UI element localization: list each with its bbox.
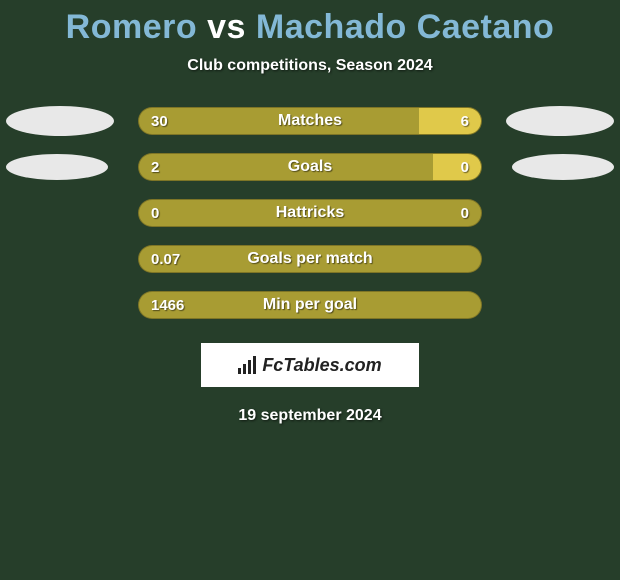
chart-icon [238, 356, 256, 374]
player1-name: Romero [66, 8, 197, 46]
player2-marker [512, 154, 614, 180]
stat-row: 0 Hattricks 0 [0, 199, 620, 227]
stat-label: Min per goal [139, 296, 481, 314]
stat-bar-matches: 30 Matches 6 [138, 107, 482, 135]
stat-bar-mpg: 1466 Min per goal [138, 291, 482, 319]
stats-container: 30 Matches 6 2 Goals 0 0 Hattricks 0 0.0… [0, 107, 620, 319]
date-text: 19 september 2024 [0, 407, 620, 425]
player2-marker [506, 106, 614, 136]
page-title: Romero vs Machado Caetano [0, 0, 620, 47]
branding-badge: FcTables.com [201, 343, 419, 387]
stat-label: Goals [139, 158, 481, 176]
player2-name: Machado Caetano [256, 8, 554, 46]
stat-bar-hattricks: 0 Hattricks 0 [138, 199, 482, 227]
stat-bar-goals: 2 Goals 0 [138, 153, 482, 181]
stat-row: 2 Goals 0 [0, 153, 620, 181]
player1-marker [6, 154, 108, 180]
stat-bar-gpm: 0.07 Goals per match [138, 245, 482, 273]
stat-label: Goals per match [139, 250, 481, 268]
stat-row: 30 Matches 6 [0, 107, 620, 135]
stat-row: 1466 Min per goal [0, 291, 620, 319]
stat-row: 0.07 Goals per match [0, 245, 620, 273]
stat-label: Hattricks [139, 204, 481, 222]
subtitle: Club competitions, Season 2024 [0, 57, 620, 75]
stat-label: Matches [139, 112, 481, 130]
player1-marker [6, 106, 114, 136]
vs-text: vs [207, 8, 246, 46]
branding-text: FcTables.com [262, 355, 381, 376]
